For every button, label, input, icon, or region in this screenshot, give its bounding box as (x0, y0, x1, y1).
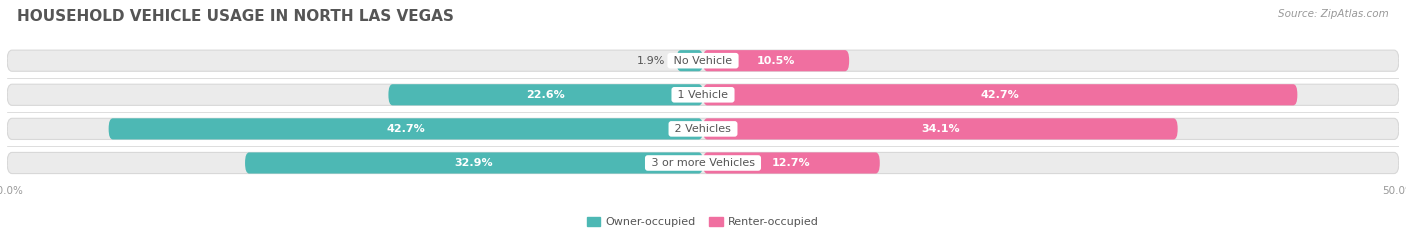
Text: 22.6%: 22.6% (526, 90, 565, 100)
FancyBboxPatch shape (7, 50, 1399, 71)
FancyBboxPatch shape (676, 50, 703, 71)
Text: Source: ZipAtlas.com: Source: ZipAtlas.com (1278, 9, 1389, 19)
Legend: Owner-occupied, Renter-occupied: Owner-occupied, Renter-occupied (582, 212, 824, 232)
Text: 1 Vehicle: 1 Vehicle (675, 90, 731, 100)
FancyBboxPatch shape (7, 84, 1399, 105)
FancyBboxPatch shape (703, 84, 1298, 105)
Text: 34.1%: 34.1% (921, 124, 960, 134)
FancyBboxPatch shape (703, 118, 1178, 140)
Text: 10.5%: 10.5% (756, 56, 796, 66)
FancyBboxPatch shape (7, 118, 1399, 140)
FancyBboxPatch shape (245, 152, 703, 174)
Text: 1.9%: 1.9% (637, 56, 665, 66)
FancyBboxPatch shape (388, 84, 703, 105)
FancyBboxPatch shape (703, 152, 880, 174)
Text: 42.7%: 42.7% (387, 124, 425, 134)
Text: 42.7%: 42.7% (981, 90, 1019, 100)
Text: 2 Vehicles: 2 Vehicles (671, 124, 735, 134)
Text: HOUSEHOLD VEHICLE USAGE IN NORTH LAS VEGAS: HOUSEHOLD VEHICLE USAGE IN NORTH LAS VEG… (17, 9, 454, 24)
FancyBboxPatch shape (108, 118, 703, 140)
Text: No Vehicle: No Vehicle (671, 56, 735, 66)
Text: 32.9%: 32.9% (454, 158, 494, 168)
FancyBboxPatch shape (703, 50, 849, 71)
Text: 12.7%: 12.7% (772, 158, 811, 168)
FancyBboxPatch shape (7, 152, 1399, 174)
Text: 3 or more Vehicles: 3 or more Vehicles (648, 158, 758, 168)
